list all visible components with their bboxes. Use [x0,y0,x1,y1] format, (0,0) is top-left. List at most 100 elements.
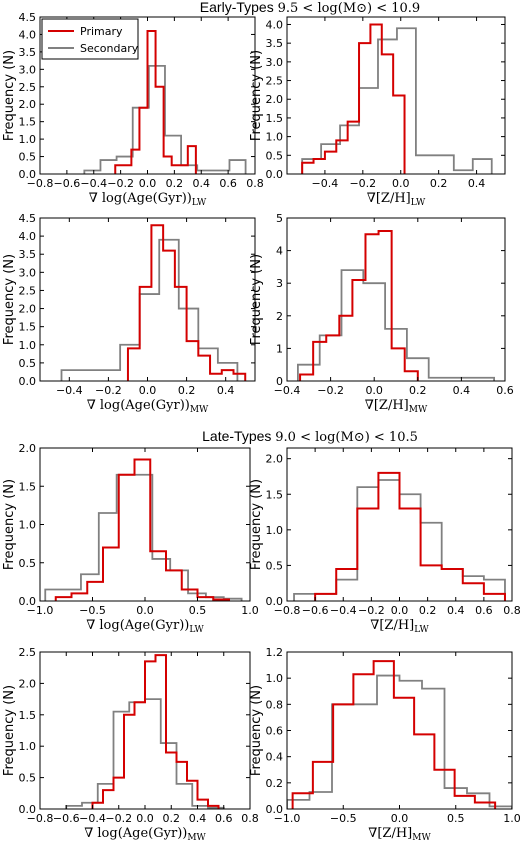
y-tick-label: 1.5 [19,709,37,722]
histogram-panel: −0.4 −0.2 0.0 0.2 0.4 0.0 0.5 1.0 1.5 2.0 2.5 3.0 3.… [249,16,506,208]
axes-frame [286,217,506,382]
y-tick-label: 4.0 [19,28,37,41]
x-tick-label: −0.2 [105,812,132,825]
x-tick-label: 0.8 [246,177,264,190]
x-tick-label: −0.4 [330,604,357,617]
histogram-panel: −0.4 −0.2 0.0 0.2 0.4 0.6 0 1 2 3 4 5 Frequency (N) ∇… [249,212,514,415]
y-tick-label: 0 [276,375,283,388]
secondary-histogram-series [65,698,225,809]
y-tick-label: 1 [276,342,283,355]
x-tick-label: 0.8 [503,604,520,617]
y-tick-label: 2.0 [266,453,284,466]
x-axis-label: ∇[Z/H]LW [367,191,426,208]
y-tick-label: 2.0 [266,93,284,106]
x-tick-label: 0.4 [453,384,471,397]
x-tick-label: −0.2 [358,604,385,617]
secondary-histogram-series [301,27,493,174]
secondary-histogram-series [44,473,243,601]
y-tick-label: 1.5 [266,488,284,501]
y-tick-label: 4.5 [19,11,37,24]
x-tick-label: −0.5 [330,812,357,825]
y-tick-label: 4.0 [19,230,37,243]
histogram-panel: −0.8 −0.6 −0.4 −0.2 0.0 0.2 0.4 0.6 0.8 0.0 0.5 1.0… [249,447,520,635]
y-axis-label: Frequency (N) [249,479,264,570]
x-tick-label: 0.2 [430,177,448,190]
y-tick-label: 3.0 [266,56,284,69]
y-tick-label: 1.5 [19,116,37,129]
x-tick-label: −1.0 [27,604,54,617]
x-tick-label: 0.0 [139,384,157,397]
y-axis-label: Frequency (N) [249,685,264,776]
x-tick-label: 0.0 [136,812,154,825]
primary-histogram-series [126,224,247,381]
x-axis-label: ∇ log(Age(Gyr))LW [86,618,204,635]
y-tick-label: 0.0 [266,803,284,816]
y-tick-label: 2.0 [19,442,37,455]
x-tick-label: 0.4 [447,604,465,617]
y-tick-label: 5 [276,212,283,225]
legend-label: Primary [80,25,123,38]
y-tick-label: 1.2 [266,646,284,659]
histogram-panel: −0.8 −0.6 −0.4 −0.2 0.0 0.2 0.4 0.6 0.8 0.0 0.5 1.0… [2,11,264,208]
y-tick-label: 2.5 [19,284,37,297]
y-tick-label: 0.5 [266,559,284,572]
y-tick-label: 0.0 [19,168,37,181]
y-tick-label: 1.0 [266,672,284,685]
y-tick-label: 1.0 [19,133,37,146]
histogram-panel: −0.8 −0.6 −0.4 −0.2 0.0 0.2 0.4 0.6 0.8 0.0 0.5 1.0… [2,646,259,843]
x-tick-label: −0.8 [274,604,301,617]
primary-histogram-series [299,230,419,381]
y-tick-label: 3.0 [19,63,37,76]
x-tick-label: 0.6 [496,384,514,397]
x-tick-label: 0.6 [215,812,233,825]
y-tick-label: 0.5 [19,557,37,570]
histogram-panel: −1.0 −0.5 0.0 0.5 1.0 0.0 0.5 1.0 1.5 2.0 Frequenc… [2,442,259,635]
x-tick-label: −0.4 [312,177,339,190]
x-tick-label: −0.4 [79,812,106,825]
legend-box [41,18,139,60]
secondary-histogram-series [60,238,239,381]
primary-histogram-series [291,660,497,809]
y-tick-label: 4 [276,245,283,258]
x-tick-label: 0.0 [392,177,410,190]
x-tick-label: −0.4 [274,384,301,397]
x-tick-label: −0.2 [95,384,122,397]
x-tick-label: 0.6 [219,177,237,190]
y-tick-label: 2.5 [266,75,284,88]
y-tick-label: 2.5 [19,646,37,659]
x-tick-label: 0.2 [419,604,437,617]
y-tick-label: 4.5 [19,212,37,225]
y-tick-label: 0.4 [266,751,284,764]
legend-label: Secondary [80,42,139,55]
primary-histogram-series [54,458,230,601]
y-axis-label: Frequency (N) [2,254,17,345]
x-tick-label: 0.4 [193,177,211,190]
y-tick-label: 1.0 [19,519,37,532]
y-tick-label: 0.6 [266,725,284,738]
x-tick-label: 0.4 [189,812,207,825]
x-tick-label: 0.2 [166,177,184,190]
section-title-early-label: Early-Types [200,0,274,15]
x-tick-label: 0.4 [468,177,486,190]
y-tick-label: 0.5 [19,772,37,785]
x-tick-label: −0.2 [107,177,134,190]
y-tick-label: 0.0 [19,595,37,608]
x-axis-label: ∇ log(Age(Gyr))MW [84,826,206,843]
x-tick-label: −0.2 [349,177,376,190]
axes-frame [286,16,506,175]
y-tick-label: 2 [276,310,283,323]
y-tick-label: 0.5 [19,151,37,164]
x-tick-label: 0.4 [217,384,235,397]
secondary-histogram-series [83,64,247,174]
x-axis-label: ∇[Z/H]MW [368,826,431,843]
y-axis-label: Frequency (N) [249,254,264,345]
x-tick-label: 0.6 [475,604,493,617]
y-tick-label: 2.5 [19,81,37,94]
histogram-panel: −0.4 −0.2 0.0 0.2 0.4 0.0 0.5 1.0 1.5 2.0 2.5 3.0 3.… [2,212,256,415]
y-tick-label: 1.0 [19,339,37,352]
axes-frame [39,217,256,382]
section-title-late-label: Late-Types [202,428,271,444]
y-axis-label: Frequency (N) [2,685,17,776]
primary-histogram-series [314,471,506,601]
x-tick-label: −0.6 [54,177,81,190]
